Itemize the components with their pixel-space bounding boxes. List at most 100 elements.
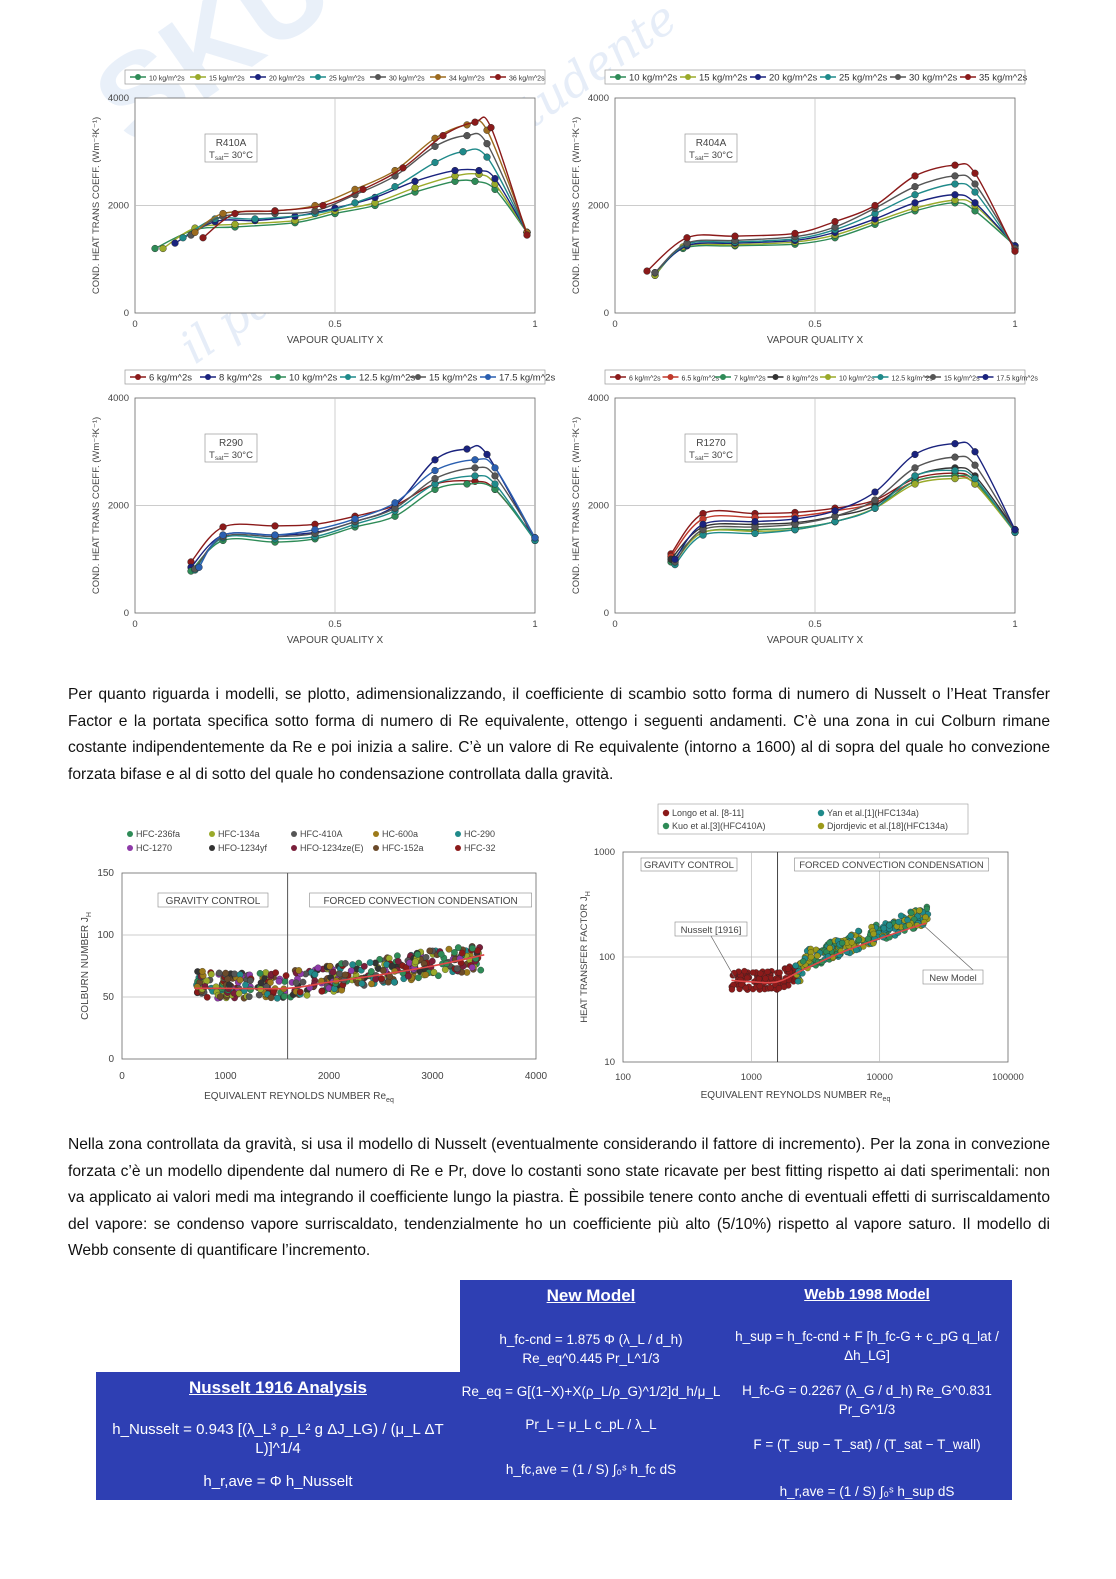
legend-label: HFO-1234ze(E)	[300, 843, 364, 853]
data-point	[463, 445, 471, 453]
data-point	[414, 951, 421, 958]
data-point	[336, 970, 344, 978]
data-point	[215, 969, 223, 977]
data-point	[380, 967, 387, 974]
legend-label: HFC-152a	[382, 843, 424, 853]
series-line	[194, 474, 536, 571]
region-left-frame	[157, 892, 269, 908]
data-point	[355, 959, 363, 967]
trend-line	[194, 954, 485, 990]
data-point	[341, 971, 349, 979]
data-point	[314, 964, 322, 972]
data-point	[271, 531, 279, 539]
series-line	[674, 469, 1016, 566]
legend-label: 35 kg/m^2s	[979, 73, 1028, 84]
y-axis-label: COND. HEAT TRANS COEFF. (Wm⁻²K⁻¹)	[571, 417, 582, 594]
data-point	[463, 132, 471, 140]
legend-swatch-marker	[755, 74, 761, 80]
new-model-eq2: Re_eq = G[(1−X)+X(ρ_L/ρ_G)^1/2]d_h/μ_L	[461, 1384, 721, 1399]
data-point	[671, 555, 679, 563]
x-tick-label: 1	[532, 319, 537, 330]
y-tick-label: 2000	[108, 501, 129, 512]
webb-eq1: h_sup = h_fc-cnd + F [h_fc-G + c_pG q_la…	[735, 1329, 999, 1363]
legend-label: 15 kg/m^2s	[429, 373, 478, 384]
data-point	[390, 978, 398, 986]
legend-label: 15 kg/m^2s	[699, 73, 748, 84]
chart-r1270-svg: 6 kg/m^2s 6.5 kg/m^2s 7 kg/m^2s 8 kg/m^2s 10…	[571, 369, 1038, 646]
series-line	[646, 162, 1016, 272]
x-tick-label: 3000	[421, 1071, 444, 1082]
legend-marker	[817, 822, 825, 830]
data-point	[422, 971, 430, 979]
tsat-value: = 30°C	[704, 450, 734, 461]
data-point	[216, 993, 224, 1000]
data-point	[728, 986, 736, 993]
nusselt-annotation: Nusselt [1916]	[681, 925, 742, 936]
data-point	[762, 975, 769, 982]
legend-label: HFC-32	[464, 843, 496, 853]
data-point	[394, 957, 402, 965]
data-point	[911, 464, 919, 472]
data-point	[191, 228, 199, 236]
tsat-value: = 30°C	[704, 150, 734, 161]
legend-label: HC-290	[464, 829, 495, 839]
y-tick-label: 50	[103, 992, 115, 1003]
nusselt-annotation-arrow	[710, 935, 736, 979]
data-point	[951, 191, 959, 199]
data-point	[431, 456, 439, 464]
y-tick-label: 2000	[588, 201, 609, 212]
data-point	[483, 140, 491, 148]
data-point	[742, 984, 749, 992]
data-point	[971, 169, 979, 177]
data-point	[794, 978, 802, 985]
y-axis-label-sub: H	[86, 912, 93, 917]
legend-label: 6.5 kg/m^2s	[682, 376, 720, 383]
data-point	[219, 531, 227, 539]
nusselt-title: Nusselt 1916 Analysis	[189, 1378, 367, 1397]
data-point	[454, 944, 462, 951]
legend-swatch-marker	[275, 374, 281, 380]
series-line	[674, 455, 1016, 563]
data-point	[255, 991, 263, 999]
legend-swatch-marker	[315, 74, 321, 80]
data-point	[222, 969, 229, 977]
data-point	[251, 215, 259, 223]
webb-formula-box: Webb 1998 Model h_sup = h_fc-cnd + F [h_…	[722, 1280, 1012, 1500]
x-axis-label-main: EQUIVALENT REYNOLDS NUMBER Re	[701, 1090, 883, 1101]
fluid-name: R1270	[696, 438, 726, 449]
legend-label: 20 kg/m^2s	[769, 73, 818, 84]
data-point	[755, 975, 763, 982]
data-point	[280, 993, 288, 1000]
data-point	[267, 979, 274, 986]
data-point	[247, 977, 254, 984]
legend-label: Kuo et al.[3](HFC410A)	[672, 821, 766, 831]
chart-r404a: 10 kg/m^2s 15 kg/m^2s 20 kg/m^2s 25 kg/m^2s…	[560, 68, 1040, 358]
legend-swatch-marker	[930, 374, 936, 380]
data-point	[422, 954, 430, 961]
tsat-subscript: sat	[695, 455, 704, 462]
data-point	[951, 161, 959, 169]
webb-title: Webb 1998 Model	[804, 1286, 930, 1303]
data-point	[360, 962, 368, 970]
paragraph-nusselt-webb: Nella zona controllata da gravità, si us…	[68, 1136, 1050, 1259]
legend-frame	[604, 369, 1026, 385]
data-point	[368, 968, 375, 975]
data-point	[951, 475, 959, 483]
x-axis-label: EQUIVALENT REYNOLDS NUMBER Reeq	[701, 1090, 891, 1103]
chart-r290-svg: 6 kg/m^2s 8 kg/m^2s 10 kg/m^2s 12.5 kg/m^2s…	[91, 369, 555, 646]
series-line	[654, 182, 1016, 274]
data-point	[911, 450, 919, 459]
series-line	[654, 194, 1016, 274]
y-axis-label: COND. HEAT TRANS COEFF. (Wm⁻²K⁻¹)	[91, 417, 102, 594]
legend-swatch-marker	[435, 74, 441, 80]
saturation-temperature: Tsat= 30°C	[209, 150, 253, 162]
series-line	[182, 148, 528, 239]
y-tick-label: 4000	[588, 393, 609, 404]
data-point	[224, 975, 232, 983]
data-point	[951, 440, 959, 448]
x-tick-label: 10000	[866, 1072, 892, 1083]
y-tick-label: 4000	[588, 93, 609, 104]
legend: HFC-236fa HFC-134a HFC-410A HC-600a HC-290 HC…	[127, 829, 496, 853]
data-point	[388, 962, 396, 970]
legend-label: 15 kg/m^2s	[944, 376, 980, 383]
